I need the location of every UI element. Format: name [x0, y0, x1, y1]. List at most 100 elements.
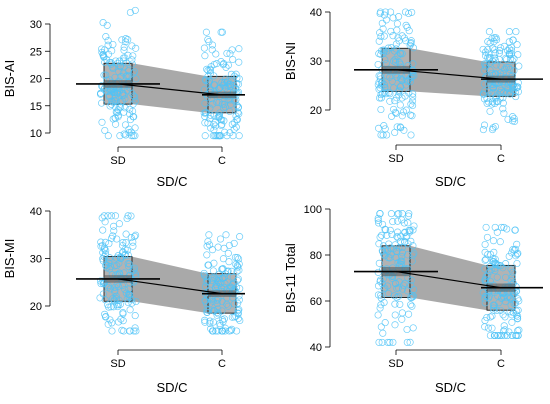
data-point	[398, 112, 406, 120]
data-point	[123, 246, 131, 254]
data-point	[400, 108, 408, 116]
data-point	[499, 327, 508, 335]
y-axis-label: BIS-MI	[2, 239, 17, 279]
data-point	[104, 37, 112, 45]
data-point	[124, 260, 132, 268]
data-point	[114, 282, 123, 290]
data-point	[509, 113, 517, 121]
data-point	[488, 312, 496, 320]
data-point	[485, 98, 493, 106]
y-tick-label: 80	[310, 250, 322, 262]
data-point	[500, 223, 508, 231]
data-point	[231, 253, 239, 261]
data-point	[223, 300, 231, 308]
data-point	[209, 318, 217, 326]
data-point	[221, 327, 229, 335]
data-point	[213, 311, 221, 319]
data-point	[376, 210, 384, 218]
data-point	[495, 55, 503, 63]
data-point	[479, 289, 487, 297]
y-tick-label: 20	[310, 105, 322, 117]
data-point	[407, 276, 415, 284]
data-point	[389, 14, 397, 22]
data-point	[209, 100, 217, 108]
data-point	[491, 267, 499, 275]
data-point	[381, 56, 389, 64]
data-point	[235, 132, 243, 140]
y-axis-label: BIS-11 Total	[283, 243, 298, 313]
data-point	[499, 89, 508, 97]
data-point	[98, 45, 106, 53]
y-tick-label: 10	[30, 128, 42, 140]
data-point	[410, 285, 418, 294]
data-point	[508, 331, 516, 340]
data-point	[230, 239, 238, 247]
data-point	[407, 37, 415, 45]
data-point	[393, 20, 401, 28]
data-point	[207, 325, 215, 333]
data-point	[393, 284, 401, 293]
data-point	[375, 240, 383, 248]
data-point	[501, 331, 509, 340]
data-point	[381, 225, 389, 233]
data-point	[490, 37, 498, 46]
data-point	[493, 228, 501, 236]
data-point	[481, 323, 489, 331]
data-point	[387, 27, 395, 35]
data-point	[377, 94, 385, 102]
data-point	[100, 212, 108, 220]
data-point	[491, 223, 499, 231]
data-point	[125, 291, 134, 299]
data-point	[499, 94, 507, 102]
data-point	[121, 285, 129, 294]
data-point	[219, 255, 227, 263]
data-point	[484, 45, 492, 54]
data-point	[233, 276, 242, 284]
data-point	[503, 331, 511, 340]
data-point	[113, 254, 121, 262]
data-point	[220, 273, 229, 281]
data-point	[217, 28, 225, 36]
data-point	[234, 108, 242, 117]
data-point	[374, 60, 382, 69]
data-point	[224, 267, 232, 275]
data-point	[101, 126, 109, 135]
data-point	[497, 306, 505, 314]
data-point	[405, 9, 413, 18]
data-point	[509, 268, 517, 276]
data-point	[97, 238, 105, 246]
data-point	[402, 37, 410, 45]
data-point	[406, 78, 414, 86]
data-point	[397, 232, 405, 240]
data-point	[225, 327, 233, 335]
x-tick-label: SD	[388, 153, 403, 165]
data-point	[215, 111, 223, 119]
data-point	[226, 50, 234, 58]
data-point	[204, 35, 212, 44]
data-point	[107, 303, 115, 311]
data-point	[405, 27, 413, 35]
data-point	[409, 44, 417, 52]
data-point	[494, 331, 502, 340]
data-point	[202, 278, 210, 286]
data-point	[377, 105, 385, 114]
x-tick-label: C	[218, 155, 226, 167]
data-point	[130, 92, 138, 100]
data-point	[378, 90, 386, 98]
data-point	[211, 81, 219, 89]
data-point	[504, 115, 512, 123]
data-point	[397, 50, 405, 58]
data-point	[116, 63, 124, 71]
data-point	[482, 273, 490, 281]
y-tick-label: 30	[30, 19, 42, 31]
data-point	[407, 40, 415, 48]
data-point	[122, 131, 130, 139]
data-point	[492, 61, 500, 69]
chart-panel: 20 30 40 SD C SD/C BIS-MI	[2, 206, 245, 395]
data-point	[491, 54, 499, 62]
data-point	[480, 121, 489, 129]
data-point	[205, 261, 213, 269]
data-point	[508, 318, 516, 326]
data-point	[228, 46, 236, 54]
data-point	[376, 29, 384, 37]
